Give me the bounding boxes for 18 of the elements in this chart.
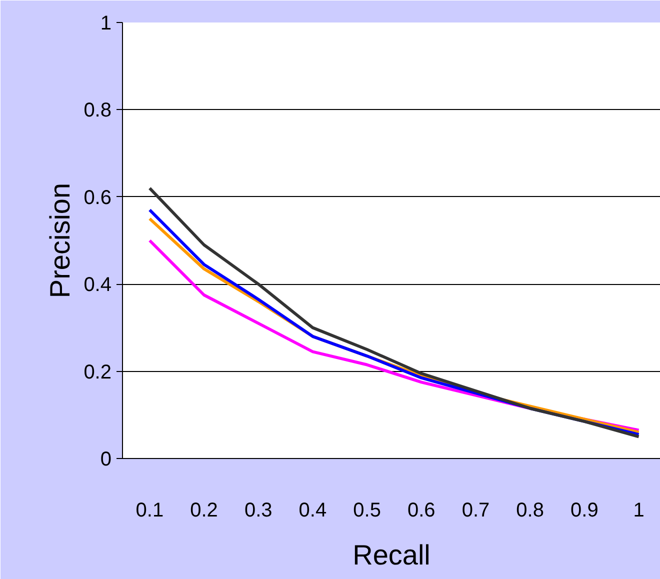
x-tick-label: 0.9 [570, 500, 598, 522]
x-tick-label: 1 [633, 500, 644, 522]
x-tick-label: 0.1 [136, 500, 164, 522]
y-tick-label: 0.2 [84, 361, 112, 384]
x-tick-label: 0.3 [244, 500, 272, 522]
x-tick-label: 0.2 [190, 500, 218, 522]
y-axis-title: Precision [44, 182, 76, 298]
y-tick-label: 0 [100, 448, 112, 470]
x-tick-label: 0.5 [353, 500, 381, 522]
y-tick-label: 0.6 [84, 186, 112, 209]
x-tick-label: 0.4 [298, 500, 327, 522]
y-tick-label: 0.4 [84, 274, 112, 296]
x-tick-label: 0.6 [407, 500, 436, 522]
x-tick-label: 0.8 [516, 500, 544, 522]
y-tick-label: 0.8 [84, 100, 112, 122]
x-axis-title: Recall [352, 540, 430, 570]
x-tick-label: 0.7 [462, 500, 490, 522]
y-tick-label: 1 [100, 12, 112, 34]
